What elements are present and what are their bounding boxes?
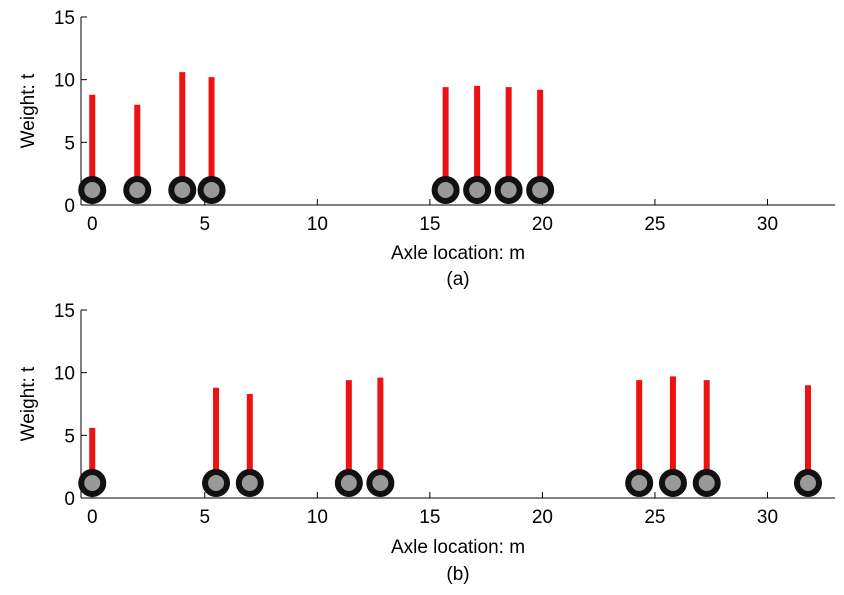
panel-b-x-tick-label-15: 15 <box>419 507 440 528</box>
panel-b-wheel-6 <box>625 469 654 497</box>
panel-b-x-tick-label-5: 5 <box>200 507 211 528</box>
panel-b-x-tick-label-0: 0 <box>87 507 98 528</box>
panel-b-wheels <box>78 469 822 497</box>
panel-a-wheel-1 <box>78 176 107 204</box>
panel-a-wheel-3 <box>168 176 197 204</box>
panel-b-y-tick-label-15: 15 <box>54 301 75 322</box>
panel-a-y-tick-label-15: 15 <box>54 8 75 29</box>
panel-a-y-ticks: 0 5 10 15 <box>54 8 87 217</box>
panel-a-x-tick-label-30: 30 <box>757 214 778 235</box>
panel-b-wheel-7 <box>658 469 687 497</box>
panel-a-wheel-4 <box>197 176 226 204</box>
panel-a-wheels <box>78 176 555 204</box>
panel-b-x-ticks: 0 5 10 15 20 25 30 <box>87 492 778 528</box>
panel-a-wheel-7 <box>494 176 523 204</box>
panel-a-wheel-8 <box>526 176 555 204</box>
panel-b-wheel-4 <box>334 469 363 497</box>
panel-b-y-ticks: 0 5 10 15 <box>54 301 87 510</box>
panel-b-y-tick-label-0: 0 <box>64 489 75 510</box>
panel-b-x-tick-label-25: 25 <box>644 507 665 528</box>
panel-a-x-tick-label-10: 10 <box>307 214 328 235</box>
panel-a-bars <box>89 72 544 195</box>
panel-b-x-tick-label-20: 20 <box>532 507 553 528</box>
panel-a-y-tick-label-5: 5 <box>64 133 75 154</box>
panel-a-y-axis-label: Weight: t <box>18 73 39 148</box>
panel-a-caption: (a) <box>446 269 469 290</box>
panel-a-y-tick-label-0: 0 <box>64 196 75 217</box>
panel-b-wheel-8 <box>692 469 721 497</box>
panel-b-x-tick-label-30: 30 <box>757 507 778 528</box>
panel-a-x-axis-label: Axle location: m <box>391 243 525 264</box>
panel-b-wheel-3 <box>235 469 264 497</box>
panel-b-wheel-9 <box>793 469 822 497</box>
panel-b-y-tick-label-5: 5 <box>64 426 75 447</box>
panel-a-x-ticks: 0 5 10 15 20 25 30 <box>87 199 778 235</box>
panel-a-x-tick-label-0: 0 <box>87 214 98 235</box>
panel-a-wheel-6 <box>463 176 492 204</box>
panel-b: 0 5 10 15 0 5 10 15 20 25 30 Weight: t Axle locat… <box>18 301 835 585</box>
panel-b-wheel-1 <box>78 469 107 497</box>
panel-a-x-tick-label-5: 5 <box>200 214 211 235</box>
panel-a: 0 5 10 15 0 5 10 15 20 25 30 Weight: t Axle locat… <box>18 8 835 290</box>
panel-b-wheel-2 <box>202 469 231 497</box>
panel-a-x-tick-label-25: 25 <box>644 214 665 235</box>
panel-a-x-tick-label-15: 15 <box>419 214 440 235</box>
panel-a-y-tick-label-10: 10 <box>54 71 75 92</box>
panel-b-x-axis-label: Axle location: m <box>391 537 525 558</box>
panel-b-wheel-5 <box>366 469 395 497</box>
panel-a-wheel-5 <box>431 176 460 204</box>
panel-b-y-tick-label-10: 10 <box>54 364 75 385</box>
panel-b-x-tick-label-10: 10 <box>307 507 328 528</box>
panel-b-caption: (b) <box>446 564 469 585</box>
panel-b-y-axis-label: Weight: t <box>18 366 39 441</box>
panel-a-x-tick-label-20: 20 <box>532 214 553 235</box>
panel-a-wheel-2 <box>123 176 152 204</box>
